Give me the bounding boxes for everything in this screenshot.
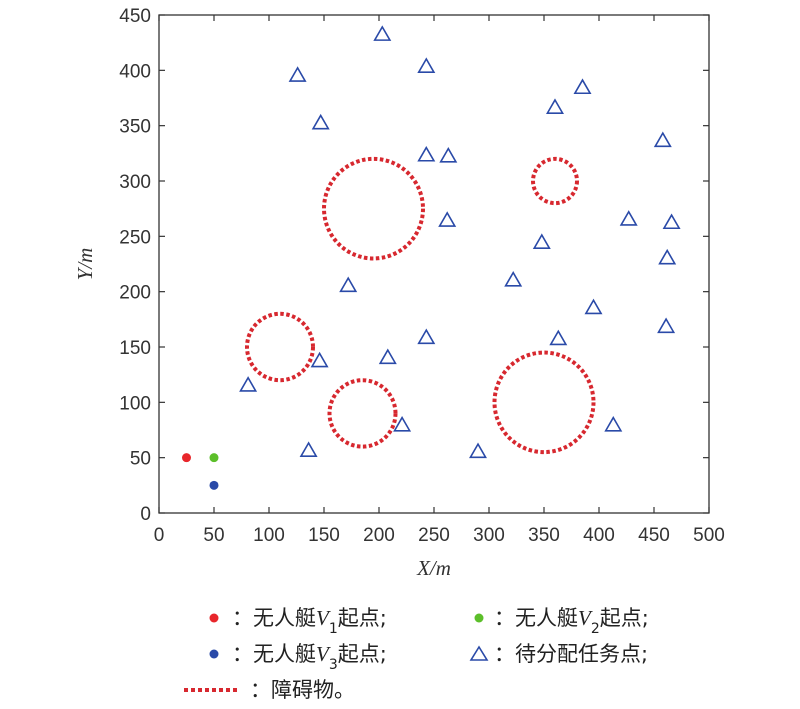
x-tick-label: 500 [693, 525, 725, 546]
start-point-v3 [209, 480, 219, 490]
x-tick-label: 50 [203, 525, 224, 546]
y-axis-ticks: 0 50 100 150 200 250 300 350 400 450 [119, 6, 709, 525]
task-point [549, 329, 568, 346]
x-tick-label: 0 [154, 525, 165, 546]
plot-frame [158, 14, 710, 514]
x-tick-label: 200 [363, 525, 395, 546]
start-point-v2 [209, 453, 219, 463]
task-point [439, 147, 458, 163]
y-tick-label: 450 [119, 6, 151, 27]
task-point [619, 210, 638, 226]
y-tick-label: 250 [119, 227, 151, 248]
x-tick-label: 300 [473, 525, 505, 546]
task-point [604, 415, 623, 432]
task-point [584, 298, 603, 315]
x-tick-label: 400 [583, 525, 615, 546]
task-point [417, 57, 436, 74]
task-point [311, 113, 330, 130]
y-tick-label: 300 [119, 172, 151, 193]
task-point [504, 270, 523, 287]
task-point [662, 213, 681, 230]
obstacle-circle-2 [531, 156, 579, 206]
x-axis-title: X/m [416, 556, 451, 580]
y-tick-label: 150 [119, 338, 151, 359]
task-point [393, 415, 412, 432]
obstacle-circle-5 [492, 350, 596, 455]
x-axis-ticks: 0 50 100 150 200 250 300 350 400 450 500 [154, 15, 725, 546]
obstacles-layer [245, 156, 596, 455]
task-point [288, 66, 307, 82]
task-point [532, 233, 551, 249]
y-tick-label: 0 [140, 504, 151, 525]
task-point [658, 248, 677, 265]
start-point-v1 [182, 453, 191, 463]
y-tick-label: 200 [119, 283, 151, 304]
x-tick-label: 450 [638, 525, 670, 546]
start-points-layer [182, 453, 219, 490]
obstacle-circle-1 [322, 156, 425, 261]
x-tick-label: 100 [253, 525, 285, 546]
task-point [417, 145, 436, 162]
task-point [417, 328, 436, 345]
y-tick-label: 350 [119, 117, 151, 138]
x-tick-label: 350 [528, 525, 560, 546]
task-point [239, 376, 258, 392]
x-tick-label: 250 [418, 525, 450, 546]
task-point [653, 131, 672, 148]
task-point [546, 98, 564, 114]
y-axis-title: Y/m [73, 248, 97, 281]
task-point [573, 78, 592, 95]
obstacle-circle-4 [327, 378, 398, 449]
task-point [657, 317, 676, 334]
y-tick-label: 100 [119, 393, 151, 414]
y-tick-label: 400 [119, 61, 151, 82]
task-points-layer [239, 25, 681, 459]
obstacle-circle-3 [245, 311, 315, 383]
task-point [378, 348, 397, 365]
task-point [373, 25, 392, 41]
task-point [469, 442, 487, 459]
task-point [299, 441, 318, 458]
x-tick-label: 150 [308, 525, 340, 546]
task-point [310, 351, 329, 368]
y-tick-label: 50 [130, 449, 151, 470]
task-point [438, 211, 457, 227]
task-point [339, 276, 358, 293]
